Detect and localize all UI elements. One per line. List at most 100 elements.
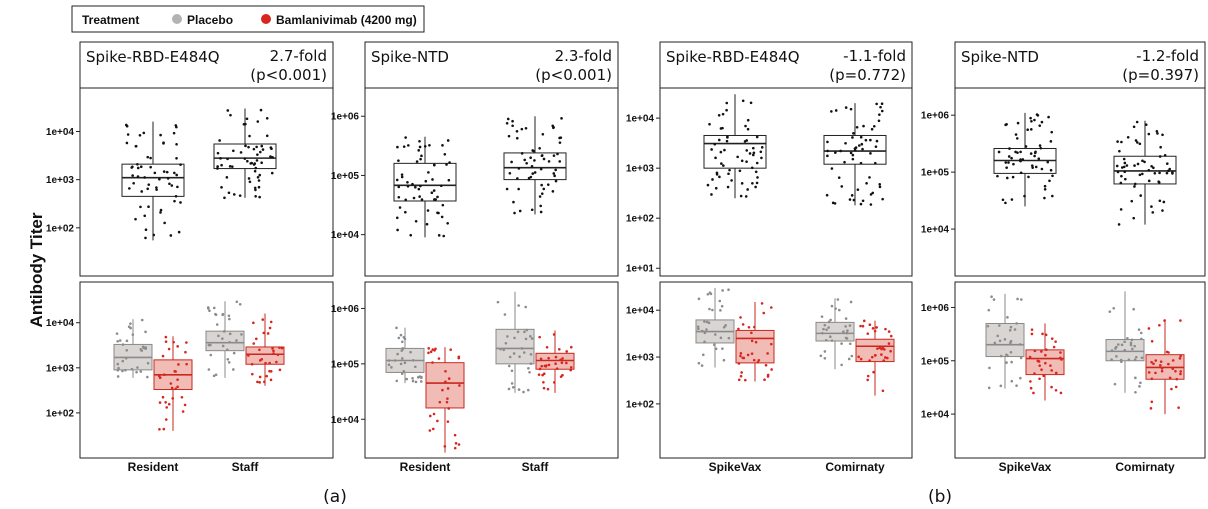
data-point [882,359,886,362]
data-point [884,327,887,331]
data-point [1152,362,1155,366]
data-point [1158,323,1161,327]
data-point [1059,351,1062,354]
data-point [1135,120,1139,124]
data-point [1031,166,1034,169]
data-point [246,159,249,163]
data-point [1016,297,1019,301]
data-point [513,336,516,340]
data-point [250,362,254,366]
data-point [556,152,559,156]
data-point [1050,385,1053,389]
data-point [558,141,562,144]
data-point [226,109,230,112]
data-point [1150,164,1153,168]
subplot-top: 1e+04 1e+05 1e+06 [921,87,1206,277]
data-point [999,354,1003,358]
box-Staff-Placebo [205,300,245,378]
data-point [247,354,250,357]
data-point [870,355,874,359]
data-point [116,368,120,372]
data-point [174,194,178,198]
data-point [1120,140,1123,144]
data-point [508,355,512,359]
data-point [431,178,434,181]
data-point [161,354,165,358]
y-tick-label: 1e+05 [331,359,360,370]
data-point [1049,364,1052,367]
data-point [404,198,408,202]
data-point [423,144,427,148]
panel-title: Spike-RBD-E484Q [666,48,800,66]
data-point [215,323,219,326]
data-point [739,194,743,198]
data-point [1120,360,1123,364]
data-point [739,374,743,378]
data-point [138,133,142,137]
data-point [214,373,218,377]
data-point [539,167,543,171]
data-point [1042,374,1045,378]
data-point [1119,208,1123,211]
data-point [254,188,257,192]
data-point [878,182,882,186]
data-point [529,362,533,365]
data-point [397,195,401,199]
y-tick-label: 1e+04 [331,415,360,426]
box-iqr [985,322,1025,358]
data-point [540,183,543,187]
data-point [177,230,181,234]
data-point [447,407,450,410]
data-point [256,380,259,384]
p-value-label: (p<0.001) [535,66,612,84]
data-point [1013,328,1017,331]
data-point [1114,347,1117,350]
data-point [1044,361,1047,365]
data-point [142,131,146,135]
data-point [146,361,150,365]
data-point [1033,372,1036,375]
data-point [869,203,873,206]
data-point [441,203,445,207]
data-point [1165,171,1169,175]
data-point [261,148,265,151]
data-point [436,195,439,199]
data-point [158,374,161,378]
data-point [1158,171,1161,175]
fold-change-label: -1.1-fold [843,47,906,65]
data-point [149,165,152,169]
box-Staff-Placebo [495,291,535,394]
box-Resident-Placebo [385,326,425,384]
data-point [507,134,511,138]
x-category-label: SpikeVax [999,460,1052,474]
data-point [269,320,273,324]
data-point [250,161,253,165]
data-point [520,347,524,350]
data-point [263,380,266,384]
data-point [861,324,865,328]
data-point [134,144,138,148]
data-point [395,178,399,182]
data-point [1008,147,1011,150]
data-point [247,177,251,180]
data-point [844,325,847,328]
data-point [1037,157,1041,161]
data-point [1179,370,1182,373]
data-point [889,334,893,338]
data-point [530,208,534,212]
data-point [153,171,157,175]
data-point [1010,156,1013,160]
data-point [401,347,405,351]
data-point [1044,333,1048,337]
data-point [510,382,514,385]
data-point [1130,199,1134,203]
box-Comirnaty [1113,120,1177,226]
data-point [1030,328,1034,331]
y-tick-label: 1e+02 [46,408,75,419]
data-point [1009,350,1013,354]
data-point [1005,166,1008,169]
data-point [221,344,225,348]
data-point [227,314,231,318]
data-point [427,351,430,355]
data-point [251,372,254,376]
